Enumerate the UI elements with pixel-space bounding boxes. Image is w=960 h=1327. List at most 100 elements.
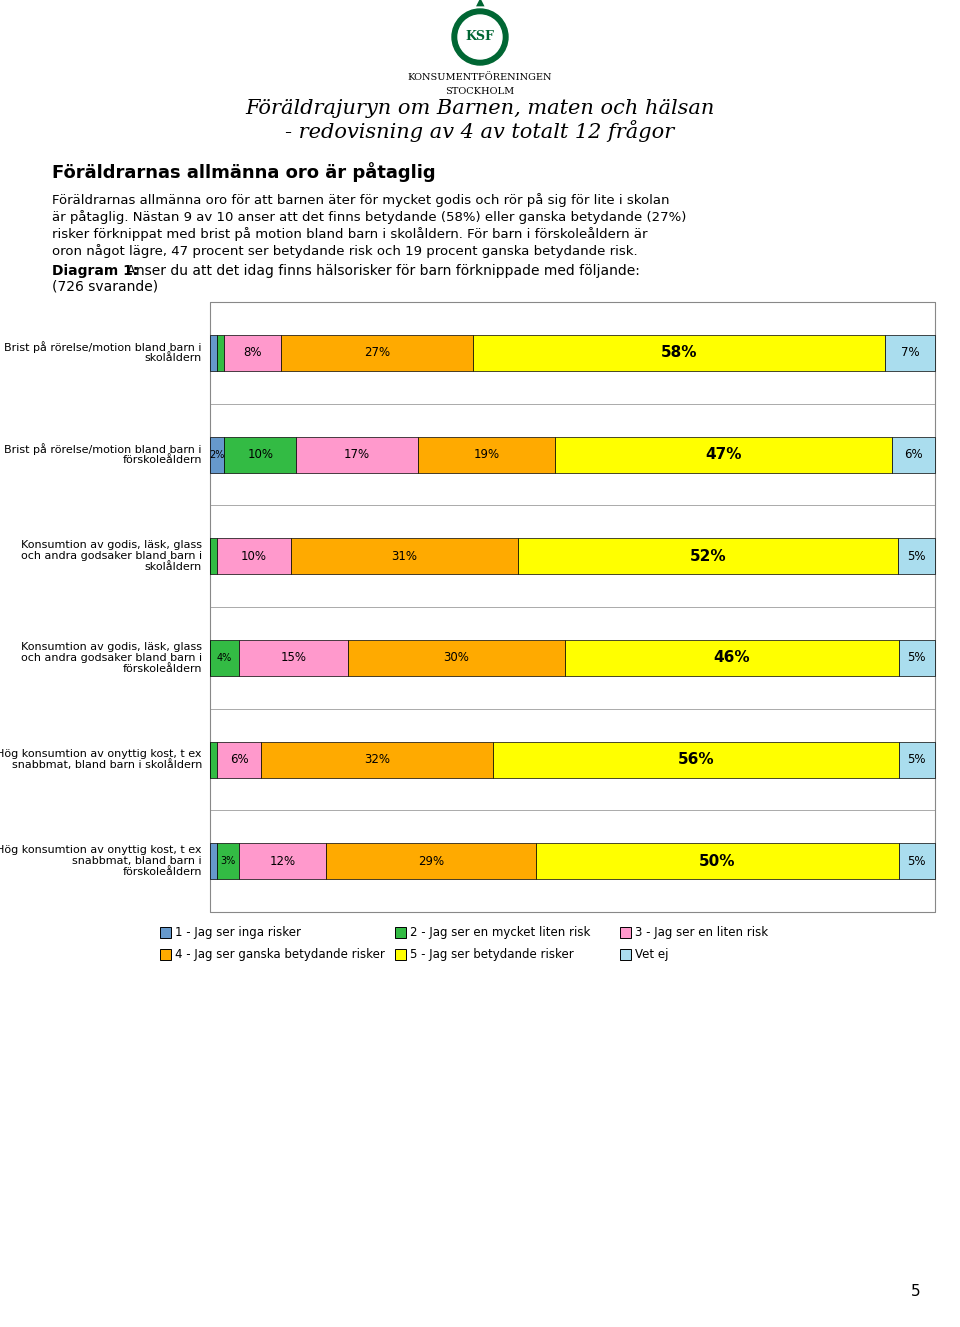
Bar (239, 640, 348, 675)
Text: 56%: 56% (678, 752, 714, 767)
Text: 2 - Jag ser en mycket liten risk: 2 - Jag ser en mycket liten risk (410, 926, 590, 940)
Text: risker förknippat med brist på motion bland barn i skolåldern. För barn i försko: risker förknippat med brist på motion bl… (52, 227, 647, 242)
Text: 10%: 10% (241, 549, 267, 563)
Bar (892, 437, 935, 472)
Text: Konsumtion av godis, läsk, glass: Konsumtion av godis, läsk, glass (21, 540, 202, 551)
Text: 2%: 2% (209, 450, 225, 459)
Bar (395, 928, 406, 938)
Text: KSF: KSF (466, 31, 494, 44)
Bar (492, 742, 899, 778)
Bar (899, 539, 935, 575)
Text: 6%: 6% (229, 752, 249, 766)
Bar (620, 928, 631, 938)
Bar (326, 843, 537, 880)
Bar (217, 843, 239, 880)
Bar (261, 742, 492, 778)
Bar (517, 539, 899, 575)
Text: förskoleåldern: förskoleåldern (123, 664, 202, 674)
Text: 27%: 27% (364, 346, 390, 360)
Text: Diagram 1:: Diagram 1: (52, 264, 138, 277)
Text: Anser du att det idag finns hälsorisker för barn förknippade med följande:: Anser du att det idag finns hälsorisker … (122, 264, 640, 277)
Circle shape (452, 9, 508, 65)
Bar (620, 949, 631, 959)
Bar (217, 334, 225, 370)
Text: 19%: 19% (473, 449, 499, 460)
Bar (225, 334, 281, 370)
Text: 5 - Jag ser betydande risker: 5 - Jag ser betydande risker (410, 947, 574, 961)
Bar (419, 437, 555, 472)
Bar (210, 640, 239, 675)
Text: 52%: 52% (689, 548, 727, 564)
Text: snabbmat, bland barn i: snabbmat, bland barn i (72, 856, 202, 867)
Text: 5%: 5% (907, 855, 926, 868)
Text: 6%: 6% (904, 449, 923, 460)
Text: Föräldrarnas allmänna oro för att barnen äter för mycket godis och rör på sig fö: Föräldrarnas allmänna oro för att barnen… (52, 192, 669, 207)
Text: oron något lägre, 47 procent ser betydande risk och 19 procent ganska betydande : oron något lägre, 47 procent ser betydan… (52, 244, 637, 257)
Text: 3 - Jag ser en liten risk: 3 - Jag ser en liten risk (635, 926, 768, 940)
Bar (217, 539, 291, 575)
Text: 3%: 3% (221, 856, 236, 867)
Text: ▲: ▲ (476, 0, 484, 7)
Text: 7%: 7% (900, 346, 920, 360)
Text: Vet ej: Vet ej (635, 947, 668, 961)
Text: Konsumtion av godis, läsk, glass: Konsumtion av godis, läsk, glass (21, 642, 202, 652)
Text: skolåldern: skolåldern (145, 563, 202, 572)
Bar (210, 437, 225, 472)
Text: 4%: 4% (217, 653, 232, 662)
Bar (281, 334, 473, 370)
Text: 50%: 50% (699, 853, 735, 869)
Text: är påtaglig. Nästan 9 av 10 anser att det finns betydande (58%) eller ganska bet: är påtaglig. Nästan 9 av 10 anser att de… (52, 210, 686, 224)
Bar (473, 334, 885, 370)
Bar (160, 949, 171, 959)
Bar (537, 843, 899, 880)
Bar (899, 843, 935, 880)
Text: Brist på rörelse/motion bland barn i: Brist på rörelse/motion bland barn i (5, 443, 202, 455)
Bar (210, 843, 217, 880)
Text: och andra godsaker bland barn i: och andra godsaker bland barn i (21, 653, 202, 662)
Bar (899, 640, 935, 675)
Text: skolåldern: skolåldern (145, 353, 202, 364)
Text: Hög konsumtion av onyttig kost, t ex: Hög konsumtion av onyttig kost, t ex (0, 845, 202, 855)
Text: 47%: 47% (705, 447, 741, 462)
Text: 5%: 5% (907, 549, 926, 563)
Text: förskoleåldern: förskoleåldern (123, 867, 202, 877)
Text: 30%: 30% (444, 652, 469, 665)
Bar (225, 437, 296, 472)
Text: - redovisning av 4 av totalt 12 frågor: - redovisning av 4 av totalt 12 frågor (285, 119, 675, 142)
Text: 29%: 29% (418, 855, 444, 868)
Text: Föräldrajuryn om Barnen, maten och hälsan: Föräldrajuryn om Barnen, maten och hälsa… (246, 100, 714, 118)
Text: Brist på rörelse/motion bland barn i: Brist på rörelse/motion bland barn i (5, 341, 202, 353)
Bar (565, 640, 899, 675)
Bar (291, 539, 517, 575)
Bar (555, 437, 892, 472)
Text: 1 - Jag ser inga risker: 1 - Jag ser inga risker (175, 926, 301, 940)
Circle shape (458, 15, 502, 58)
Text: 58%: 58% (660, 345, 697, 361)
Text: och andra godsaker bland barn i: och andra godsaker bland barn i (21, 551, 202, 561)
Text: 15%: 15% (280, 652, 306, 665)
Bar (160, 928, 171, 938)
Bar (210, 334, 217, 370)
Text: 31%: 31% (391, 549, 417, 563)
Text: 5%: 5% (907, 752, 926, 766)
Text: 5%: 5% (907, 652, 926, 665)
Bar (239, 843, 326, 880)
Bar (210, 539, 217, 575)
Text: Hög konsumtion av onyttig kost, t ex: Hög konsumtion av onyttig kost, t ex (0, 748, 202, 759)
Text: snabbmat, bland barn i skolåldern: snabbmat, bland barn i skolåldern (12, 759, 202, 771)
Bar (348, 640, 565, 675)
Text: 46%: 46% (713, 650, 751, 665)
Bar (217, 742, 261, 778)
Text: Föräldrarnas allmänna oro är påtaglig: Föräldrarnas allmänna oro är påtaglig (52, 162, 436, 182)
Text: 10%: 10% (248, 449, 274, 460)
Bar (885, 334, 935, 370)
Bar (296, 437, 419, 472)
Bar (210, 742, 217, 778)
Text: STOCKHOLM: STOCKHOLM (445, 88, 515, 96)
Text: 32%: 32% (364, 752, 390, 766)
Text: 12%: 12% (270, 855, 296, 868)
Bar (210, 303, 935, 912)
Text: 5: 5 (910, 1285, 920, 1299)
Text: 17%: 17% (344, 449, 371, 460)
Text: KONSUMENTFÖRENINGEN: KONSUMENTFÖRENINGEN (408, 73, 552, 82)
